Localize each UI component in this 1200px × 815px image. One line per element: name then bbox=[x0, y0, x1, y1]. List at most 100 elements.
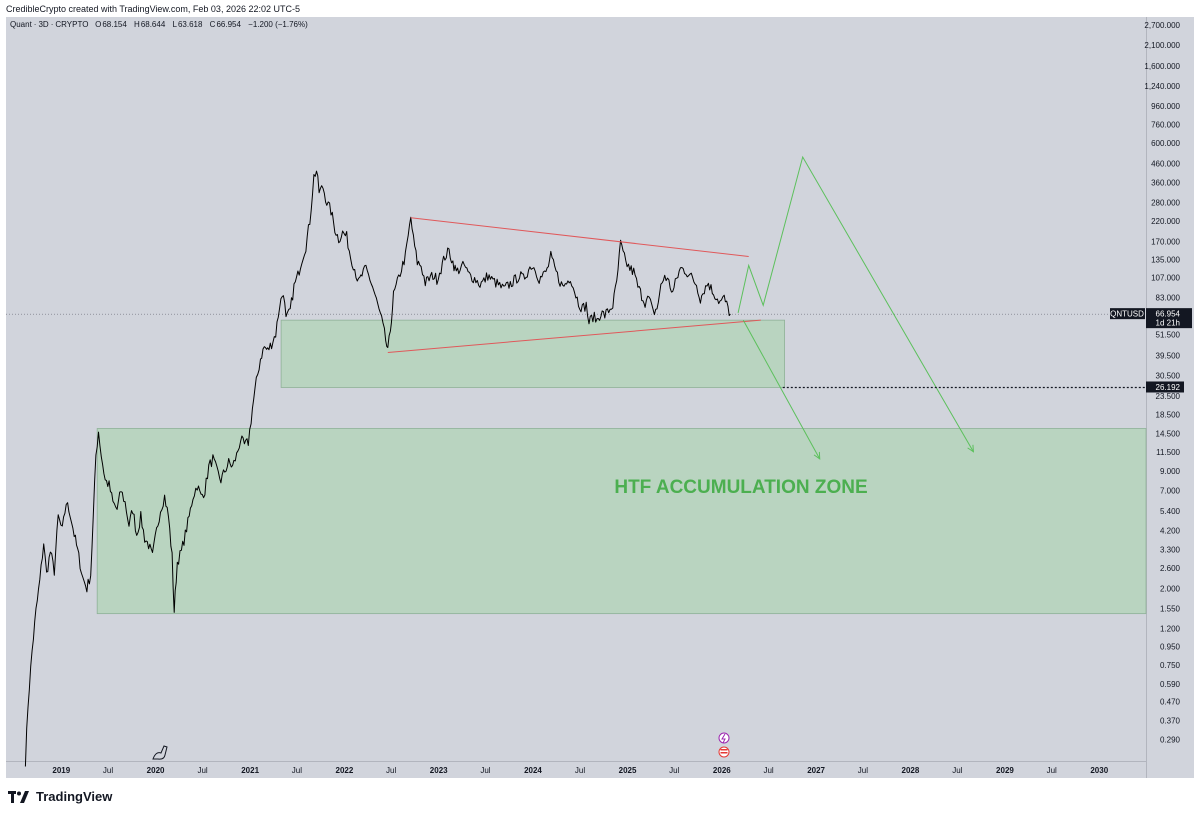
time-tick-label: 2025 bbox=[619, 766, 637, 775]
time-tick-label: 2028 bbox=[902, 766, 920, 775]
price-tick-label: 18.500 bbox=[1156, 411, 1181, 420]
price-tick-label: 0.290 bbox=[1160, 735, 1181, 744]
htf-accumulation-zone bbox=[96, 428, 1147, 615]
price-tick-label: 0.590 bbox=[1160, 680, 1181, 689]
time-tick-label: 2021 bbox=[241, 766, 259, 775]
price-chart[interactable]: HTF ACCUMULATION ZONE 2,700.000 2,100.000… bbox=[6, 17, 1194, 778]
time-tick-label: Jul bbox=[1047, 766, 1057, 775]
price-tick-label: 0.750 bbox=[1160, 661, 1181, 670]
us-flag-stripe-icon bbox=[720, 752, 728, 754]
symbol-tag: QNTUSD bbox=[1110, 310, 1144, 319]
time-tick-label: Jul bbox=[763, 766, 773, 775]
price-tick-label: 1,600.000 bbox=[1144, 62, 1180, 71]
support-level-tag: 26.192 bbox=[1156, 383, 1181, 392]
lightning-event-icon bbox=[718, 732, 730, 744]
price-tick-label: 135.000 bbox=[1151, 255, 1180, 264]
zone-annotation: HTF ACCUMULATION ZONE bbox=[614, 477, 867, 498]
legend-symbol: Quant bbox=[10, 20, 32, 29]
time-tick-label: Jul bbox=[575, 766, 585, 775]
price-tick-label: 83.000 bbox=[1156, 293, 1181, 302]
time-tick-label: 2026 bbox=[713, 766, 731, 775]
legend-open: 68.154 bbox=[102, 20, 127, 29]
time-tick-label: Jul bbox=[480, 766, 490, 775]
legend-change: −1.200 (−1.76%) bbox=[248, 20, 308, 29]
time-tick-label: Jul bbox=[197, 766, 207, 775]
legend-low-label: L bbox=[172, 20, 177, 29]
time-tick-label: Jul bbox=[952, 766, 962, 775]
price-tick-label: 11.500 bbox=[1156, 448, 1180, 457]
price-tick-label: 170.000 bbox=[1151, 237, 1180, 246]
lower-trendline bbox=[387, 319, 761, 353]
legend-close: 66.954 bbox=[216, 20, 241, 29]
price-tick-label: 7.000 bbox=[1160, 487, 1181, 496]
last-price-tag: 66.954 bbox=[1156, 310, 1181, 319]
price-tick-label: 960.000 bbox=[1151, 102, 1180, 111]
legend-high-label: H bbox=[134, 20, 140, 29]
scenario-bull-arrowhead bbox=[967, 444, 975, 453]
time-tick-label: 2022 bbox=[336, 766, 354, 775]
support-level-tag-bg bbox=[1146, 381, 1184, 393]
price-tick-label: 760.000 bbox=[1151, 120, 1180, 129]
price-tick-label: 2,700.000 bbox=[1144, 21, 1180, 30]
bar-countdown-tag: 1d 21h bbox=[1156, 319, 1180, 328]
tradingview-logo-icon bbox=[8, 790, 29, 803]
price-tick-label: 220.000 bbox=[1151, 217, 1180, 226]
price-tick-label: 5.400 bbox=[1160, 507, 1181, 516]
symbol-legend[interactable]: Quant · 3D · CRYPTO O68.154 H68.644 L63.618 … bbox=[10, 20, 308, 29]
price-tick-label: 2.000 bbox=[1160, 585, 1181, 594]
price-tick-label: 4.200 bbox=[1160, 527, 1181, 536]
price-tick-label: 360.000 bbox=[1151, 179, 1180, 188]
chart-attribution: CredibleCrypto created with TradingView.… bbox=[6, 4, 300, 14]
price-series-line bbox=[24, 170, 731, 767]
time-tick-label: 2027 bbox=[807, 766, 825, 775]
upper-accumulation-zone bbox=[280, 319, 785, 388]
tradingview-logo[interactable]: TradingView bbox=[8, 789, 112, 804]
time-tick-label: 2029 bbox=[996, 766, 1014, 775]
time-tick-label: 2023 bbox=[430, 766, 448, 775]
symbol-tag-bg bbox=[1110, 308, 1145, 320]
price-tick-label: 3.300 bbox=[1160, 545, 1181, 554]
legend-close-label: C bbox=[209, 20, 216, 29]
price-tick-label: 1.200 bbox=[1160, 624, 1181, 633]
time-tick-label: 2019 bbox=[52, 766, 70, 775]
price-tick-label: 51.500 bbox=[1156, 331, 1181, 340]
scenario-bull-path bbox=[737, 155, 974, 453]
price-tick-label: 30.500 bbox=[1156, 372, 1181, 381]
time-tick-label: Jul bbox=[858, 766, 868, 775]
price-tick-label: 2.600 bbox=[1160, 564, 1181, 573]
lightning-bolt-icon bbox=[721, 733, 726, 744]
price-tick-label: 1.550 bbox=[1160, 604, 1181, 613]
price-tick-label: 9.000 bbox=[1160, 467, 1181, 476]
price-tick-label: 460.000 bbox=[1151, 160, 1180, 169]
price-tick-label: 600.000 bbox=[1151, 139, 1180, 148]
chart-frame[interactable]: HTF ACCUMULATION ZONE 2,700.000 2,100.000… bbox=[6, 17, 1194, 778]
price-tick-label: 14.500 bbox=[1156, 430, 1181, 439]
time-tick-label: 2020 bbox=[147, 766, 165, 775]
time-tick-label: 2030 bbox=[1090, 766, 1108, 775]
dinosaur-icon bbox=[152, 745, 168, 760]
legend-exchange: CRYPTO bbox=[55, 20, 89, 29]
price-tick-label: 39.500 bbox=[1156, 351, 1181, 360]
legend-interval: 3D bbox=[38, 20, 49, 29]
time-tick-label: Jul bbox=[386, 766, 396, 775]
legend-low: 63.618 bbox=[177, 20, 203, 29]
price-tick-label: 280.000 bbox=[1151, 198, 1180, 207]
legend-high: 68.644 bbox=[140, 20, 166, 29]
time-tick-label: Jul bbox=[669, 766, 679, 775]
price-tick-label: 0.470 bbox=[1160, 698, 1181, 707]
upper-trendline bbox=[410, 217, 749, 257]
price-axis[interactable] bbox=[1146, 17, 1194, 778]
price-tick-label: 1,240.000 bbox=[1144, 82, 1180, 91]
price-tick-label: 23.500 bbox=[1156, 392, 1181, 401]
tradingview-brand: TradingView bbox=[36, 789, 113, 804]
price-tick-label: 107.000 bbox=[1151, 274, 1180, 283]
time-tick-label: Jul bbox=[103, 766, 113, 775]
scenario-bear-arrowhead bbox=[813, 451, 821, 460]
price-tick-label: 0.950 bbox=[1160, 643, 1181, 652]
price-tick-label: 2,100.000 bbox=[1144, 41, 1180, 50]
time-tick-label: Jul bbox=[292, 766, 302, 775]
price-tick-label: 0.370 bbox=[1160, 716, 1181, 725]
us-flag-stripe-icon bbox=[720, 749, 728, 751]
time-tick-label: 2024 bbox=[524, 766, 542, 775]
time-axis[interactable] bbox=[6, 761, 1146, 778]
